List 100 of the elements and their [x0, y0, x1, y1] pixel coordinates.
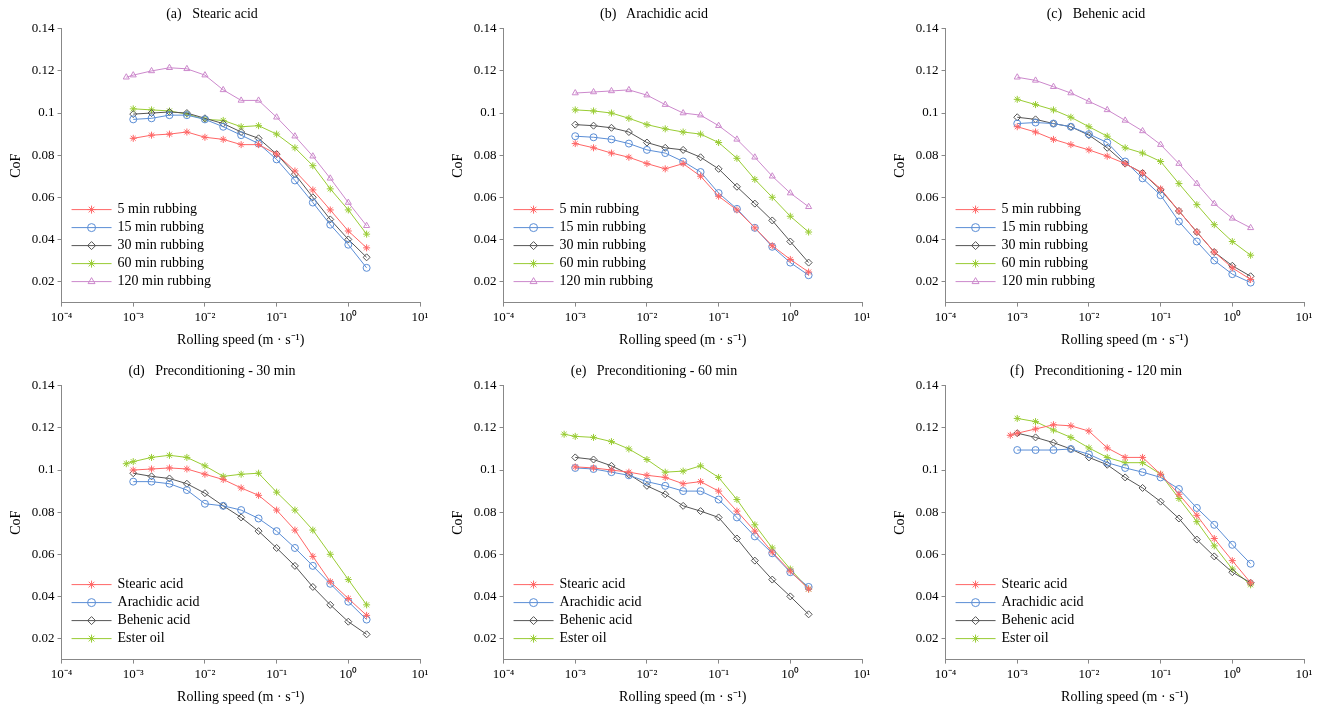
legend-label: 30 min rubbing	[559, 237, 646, 253]
legend-label: Ester oil	[559, 630, 607, 646]
legend-label: 5 min rubbing	[559, 201, 639, 217]
legend-label: Arachidic acid	[559, 594, 642, 610]
legend-label: Behenic acid	[1001, 612, 1075, 628]
legend-label: Arachidic acid	[117, 594, 200, 610]
y-tick-label: 0.04	[473, 230, 498, 246]
x-tick-label: 10⁻¹	[266, 308, 288, 324]
legend-label: 15 min rubbing	[1001, 219, 1088, 235]
y-tick-label: 0.06	[473, 188, 498, 204]
chart-title: (c) Behenic acid	[1046, 6, 1146, 23]
x-tick-label: 10⁻²	[194, 308, 216, 324]
legend-label: 5 min rubbing	[1001, 201, 1081, 217]
x-axis-title: Rolling speed (m · s⁻¹)	[619, 332, 747, 349]
x-axis-title: Rolling speed (m · s⁻¹)	[177, 689, 305, 706]
x-axis-title: Rolling speed (m · s⁻¹)	[177, 332, 305, 349]
x-tick-label: 10¹	[411, 308, 429, 324]
y-tick-label: 0.08	[31, 503, 55, 519]
x-tick-label: 10⁰	[781, 665, 800, 681]
legend-label: 120 min rubbing	[1001, 273, 1095, 289]
y-tick-label: 0.06	[473, 545, 498, 561]
legend-label: Stearic acid	[559, 576, 626, 592]
legend-label: 15 min rubbing	[559, 219, 646, 235]
x-tick-label: 10⁻³	[122, 308, 144, 324]
y-tick-label: 0.08	[915, 146, 939, 162]
x-tick-label: 10¹	[853, 308, 871, 324]
y-tick-label: 0.06	[31, 188, 56, 204]
legend-label: 60 min rubbing	[1001, 255, 1088, 271]
x-tick-label: 10⁰	[781, 308, 800, 324]
x-tick-label: 10⁰	[339, 665, 358, 681]
y-tick-label: 0.12	[31, 62, 55, 78]
x-tick-label: 10⁻¹	[708, 665, 730, 681]
y-tick-label: 0.12	[915, 62, 939, 78]
y-tick-label: 0.12	[915, 419, 939, 435]
x-axis-title: Rolling speed (m · s⁻¹)	[1061, 689, 1189, 706]
x-tick-label: 10⁻²	[194, 665, 216, 681]
y-tick-label: 0.14	[915, 377, 940, 393]
y-tick-label: 0.14	[31, 20, 56, 36]
x-tick-label: 10¹	[1295, 665, 1313, 681]
y-tick-label: 0.14	[473, 20, 498, 36]
y-tick-label: 0.02	[915, 272, 939, 288]
y-axis-title: CoF	[450, 510, 466, 535]
x-tick-label: 10⁻⁴	[492, 665, 515, 681]
x-tick-label: 10⁻²	[636, 665, 658, 681]
legend-label: Behenic acid	[559, 612, 633, 628]
x-tick-label: 10⁻²	[636, 308, 658, 324]
chart-title: (a) Stearic acid	[166, 6, 258, 23]
x-tick-label: 10⁻¹	[1150, 665, 1172, 681]
y-axis-title: CoF	[450, 153, 466, 178]
x-tick-label: 10⁻²	[1078, 308, 1100, 324]
legend-label: 120 min rubbing	[117, 273, 211, 289]
legend-label: 60 min rubbing	[559, 255, 646, 271]
x-tick-label: 10⁻³	[1006, 665, 1028, 681]
legend-label: Stearic acid	[1001, 576, 1068, 592]
x-tick-label: 10⁻⁴	[50, 308, 73, 324]
x-tick-label: 10⁻¹	[266, 665, 288, 681]
y-axis-title: CoF	[8, 510, 24, 535]
y-tick-label: 0.1	[480, 461, 497, 477]
legend-label: 15 min rubbing	[117, 219, 204, 235]
legend-label: Arachidic acid	[1001, 594, 1084, 610]
x-tick-label: 10¹	[411, 665, 429, 681]
legend-label: Ester oil	[117, 630, 165, 646]
x-tick-label: 10⁻²	[1078, 665, 1100, 681]
y-tick-label: 0.04	[31, 587, 56, 603]
x-tick-label: 10⁻⁴	[492, 308, 515, 324]
x-tick-label: 10⁻⁴	[934, 665, 957, 681]
legend-label: Ester oil	[1001, 630, 1049, 646]
x-tick-label: 10⁻³	[122, 665, 144, 681]
y-tick-label: 0.12	[473, 62, 497, 78]
legend-label: 120 min rubbing	[559, 273, 653, 289]
y-tick-label: 0.14	[31, 377, 56, 393]
legend-label: 30 min rubbing	[117, 237, 204, 253]
legend-label: Behenic acid	[117, 612, 191, 628]
x-tick-label: 10⁻³	[564, 665, 586, 681]
x-axis-title: Rolling speed (m · s⁻¹)	[1061, 332, 1189, 349]
chart-title: (e) Preconditioning - 60 min	[570, 363, 738, 380]
chart-title: (f) Preconditioning - 120 min	[1010, 363, 1182, 380]
x-tick-label: 10⁻⁴	[934, 308, 957, 324]
y-tick-label: 0.04	[915, 230, 940, 246]
y-tick-label: 0.06	[31, 545, 56, 561]
y-tick-label: 0.08	[473, 503, 497, 519]
x-tick-label: 10⁻³	[1006, 308, 1028, 324]
y-tick-label: 0.02	[31, 629, 55, 645]
y-tick-label: 0.1	[922, 461, 939, 477]
x-tick-label: 10⁰	[1223, 308, 1242, 324]
x-tick-label: 10⁻³	[564, 308, 586, 324]
y-tick-label: 0.08	[473, 146, 497, 162]
y-axis-title: CoF	[892, 153, 908, 178]
y-tick-label: 0.08	[31, 146, 55, 162]
y-tick-label: 0.08	[915, 503, 939, 519]
y-tick-label: 0.06	[915, 188, 940, 204]
x-tick-label: 10⁰	[339, 308, 358, 324]
x-tick-label: 10⁰	[1223, 665, 1242, 681]
y-tick-label: 0.12	[473, 419, 497, 435]
y-tick-label: 0.1	[38, 104, 55, 120]
y-tick-label: 0.04	[31, 230, 56, 246]
chart-title: (d) Preconditioning - 30 min	[128, 363, 296, 380]
y-tick-label: 0.14	[473, 377, 498, 393]
y-axis-title: CoF	[892, 510, 908, 535]
y-tick-label: 0.02	[31, 272, 55, 288]
